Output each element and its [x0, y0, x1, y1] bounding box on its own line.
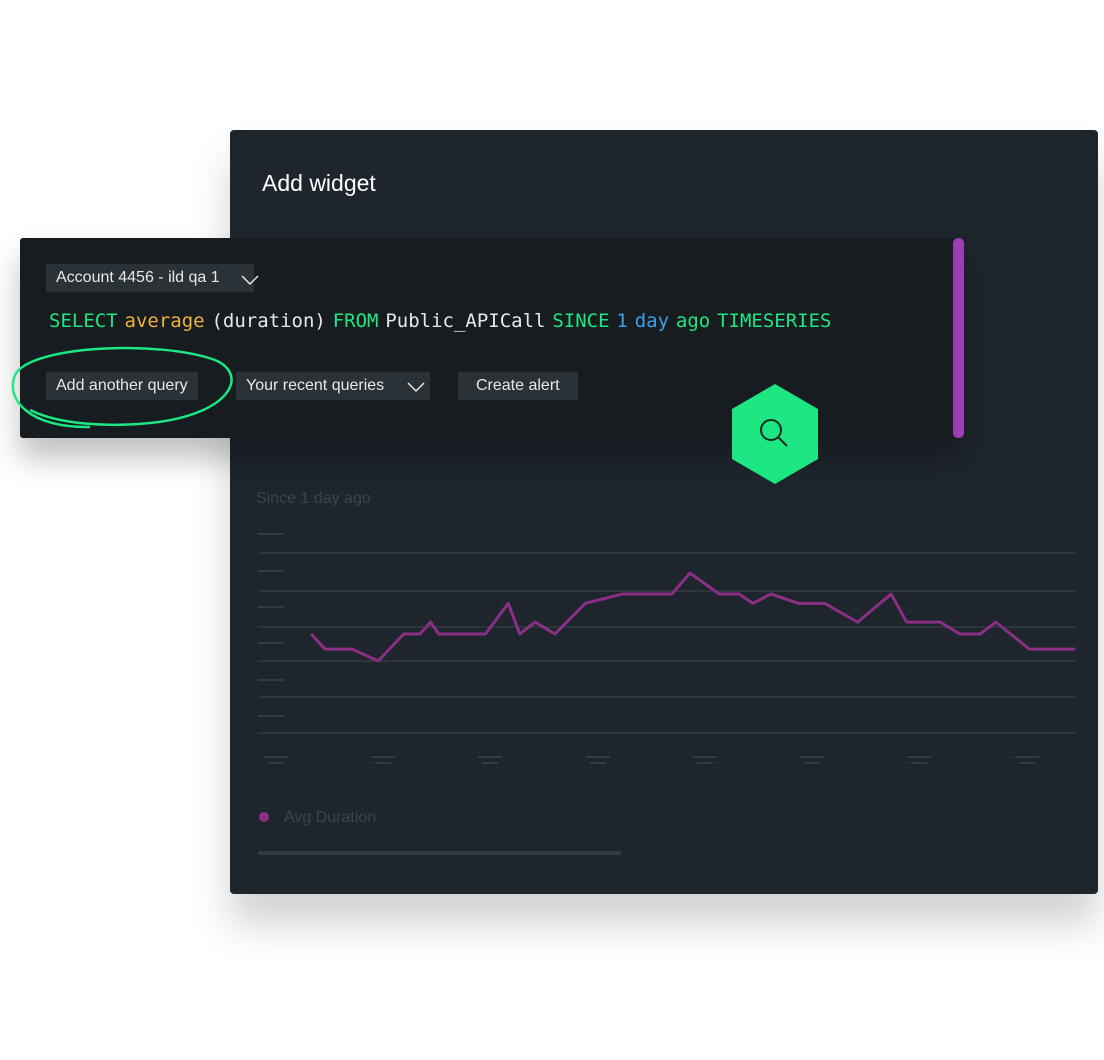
button[interactable]: Create alert — [458, 372, 578, 400]
account-select[interactable]: Account 4456 - ild qa 1 — [46, 264, 254, 292]
button-label: Your recent queries — [246, 377, 385, 394]
button-label: Add another query — [56, 377, 188, 394]
chart-subtitle: Since 1 day ago — [256, 490, 371, 507]
placeholder-bar — [258, 851, 621, 855]
query-token: day — [634, 310, 670, 332]
query-text[interactable]: SELECT average (duration) FROM Public_APICal… — [49, 310, 838, 332]
button-label: Create alert — [476, 377, 560, 394]
grid-lines — [258, 552, 1076, 734]
chevron — [241, 275, 259, 286]
query-token: ago — [675, 310, 711, 332]
query-token: Public_APICall — [385, 310, 546, 332]
button[interactable]: Add another query — [46, 372, 198, 400]
query-token: 1 — [616, 310, 628, 332]
axis-placeholders — [258, 533, 1039, 764]
query-editor: Account 4456 - ild qa 1 SELECT average (du… — [20, 238, 964, 438]
query-token: FROM — [332, 310, 379, 332]
chevron — [407, 382, 425, 393]
query-token: average — [124, 310, 205, 332]
legend-label: Avg Duration — [284, 809, 377, 826]
panel-title: Add widget — [262, 170, 376, 196]
query-token: SINCE — [552, 310, 610, 332]
button[interactable]: Your recent queries — [236, 372, 431, 400]
data-line — [310, 571, 1076, 663]
account-label: Account 4456 - ild qa 1 — [56, 269, 220, 286]
scrollbar — [953, 238, 964, 438]
query-token: TIMESERIES — [717, 310, 832, 332]
query-token: SELECT — [49, 310, 118, 332]
query-token: (duration) — [211, 310, 326, 332]
legend-marker — [259, 812, 269, 822]
